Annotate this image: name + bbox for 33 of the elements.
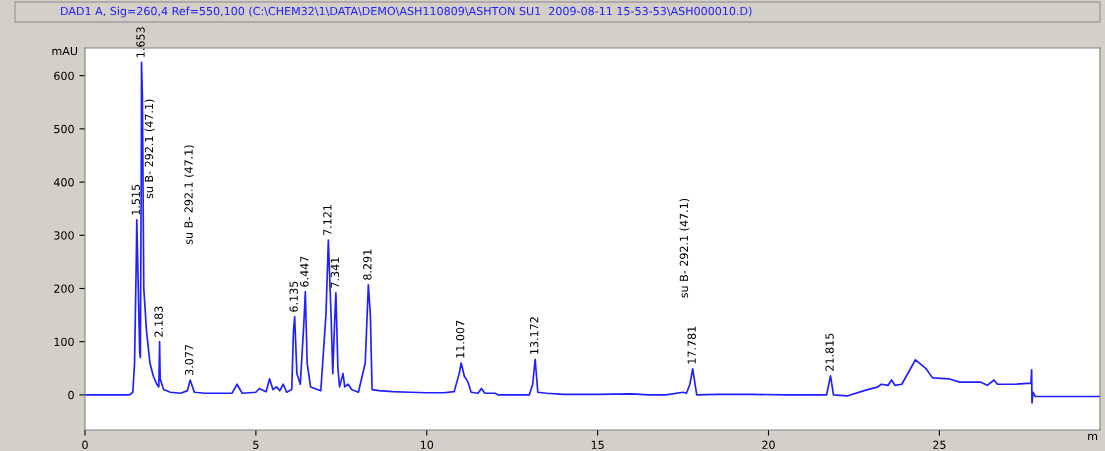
annotation: 21.815	[825, 333, 834, 371]
chart-title: DAD1 A, Sig=260,4 Ref=550,100 (C:\CHEM32\1\DATA\DEMO\ASH110809\ASHTON SU1 2009-08-11 15-53-53\ASH000010.D)	[61, 6, 752, 18]
annotation: 6.447	[300, 256, 309, 287]
annotation: 7.341	[330, 257, 340, 288]
annotation: su B- 292.1 (47.1)	[184, 145, 195, 245]
y-tick-label: 400	[53, 178, 74, 187]
y-tick-label: 600	[54, 71, 74, 81]
annotation: 1.515	[131, 184, 140, 215]
x-tick-label: 10	[420, 440, 434, 450]
y-tick-label: 300	[54, 231, 74, 240]
annotation: 13.172	[529, 317, 539, 354]
y-tick-label: 200	[54, 284, 74, 293]
y-tick-label: 100	[54, 337, 74, 347]
annotation: 1.653	[136, 27, 145, 57]
annotation: 8.291	[363, 249, 372, 280]
x-axis-title: m	[1088, 433, 1098, 441]
x-tick-label: 0	[82, 440, 88, 450]
x-tick-label: 15	[591, 440, 604, 450]
y-tick-label: 0	[68, 390, 74, 400]
x-tick-label: 5	[253, 440, 259, 450]
annotation: 6.135	[289, 281, 298, 312]
annotation: 7.121	[323, 205, 332, 235]
annotation: su B- 292.1 (47.1)	[679, 198, 690, 298]
annotation: 3.077	[184, 344, 194, 375]
x-tick-label: 20	[762, 440, 775, 450]
annotation: 2.183	[154, 306, 163, 337]
y-tick-label: 500	[54, 124, 74, 134]
annotation: su B- 292.1 (47.1)	[144, 99, 155, 199]
annotation: 11.007	[455, 320, 465, 358]
y-axis-title: mAU	[52, 46, 78, 56]
annotation: 17.781	[687, 326, 696, 364]
x-tick-label: 25	[933, 440, 946, 450]
line-series	[85, 61, 1100, 404]
